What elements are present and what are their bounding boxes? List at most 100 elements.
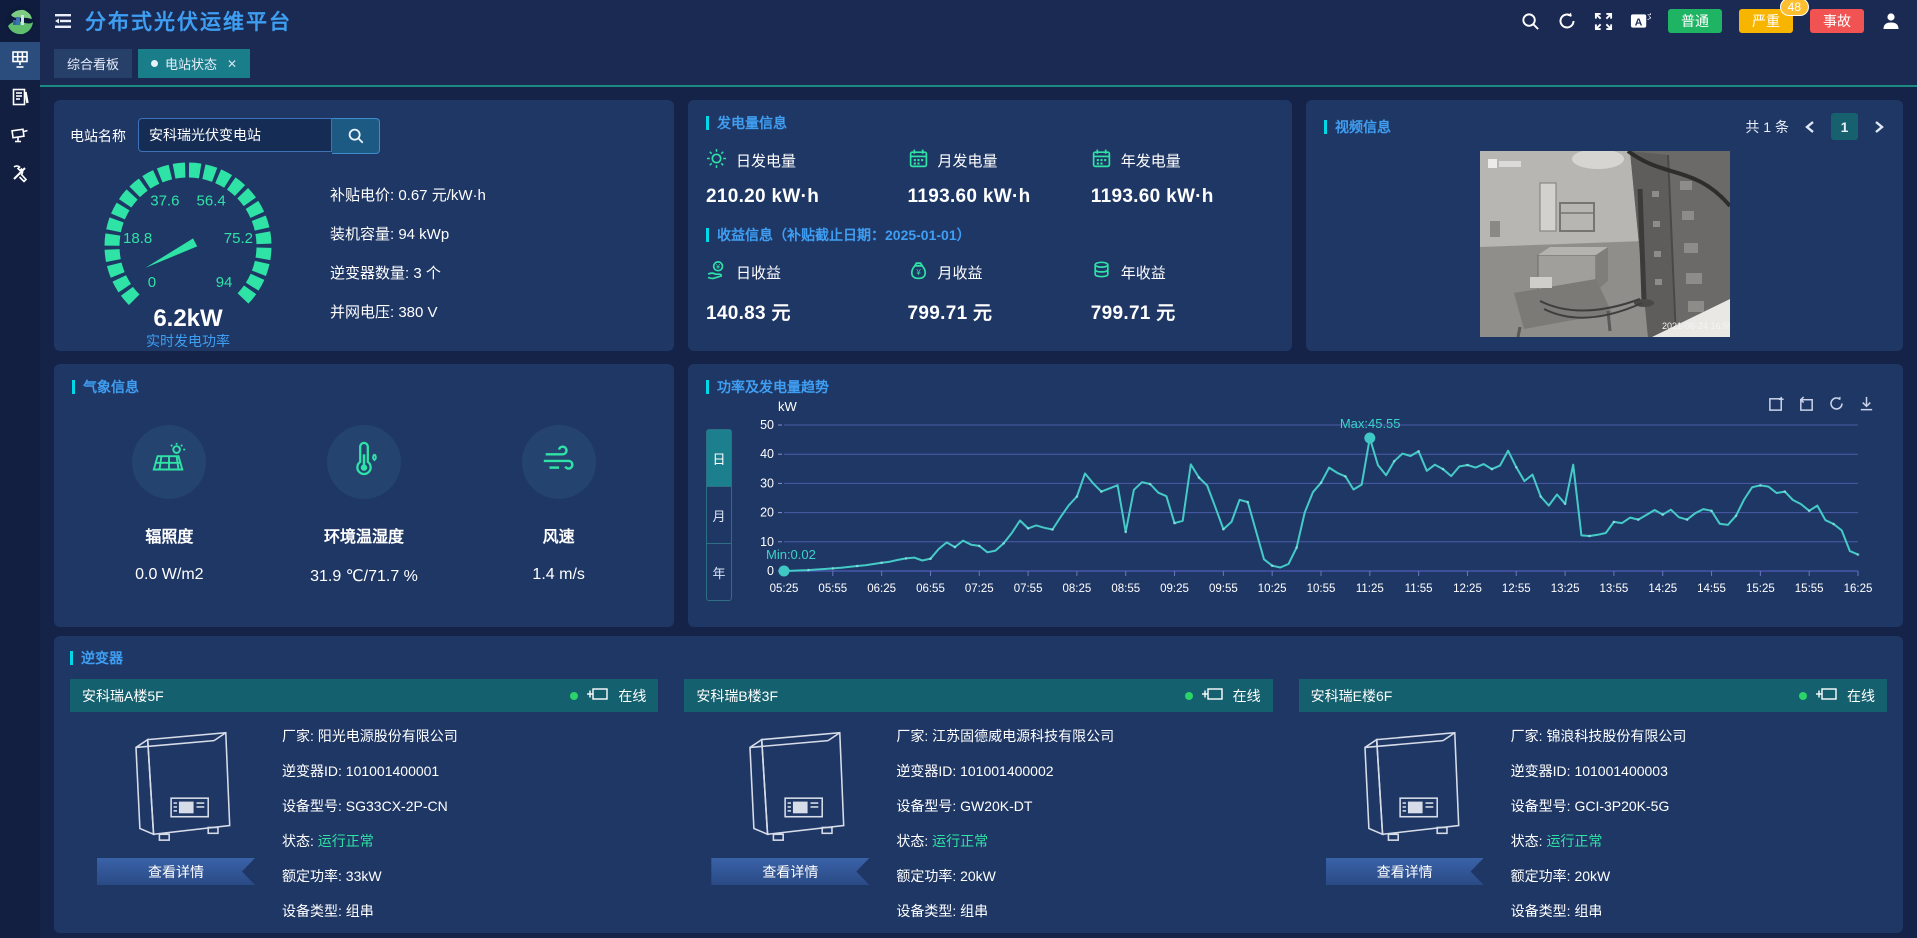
- refresh-chart-icon[interactable]: [1828, 395, 1845, 417]
- field-value: 运行正常: [1546, 833, 1603, 849]
- station-search-input[interactable]: [138, 118, 332, 152]
- svg-text:37.6: 37.6: [150, 193, 179, 210]
- generation-item: 月发电量 1193.60 kW·h: [908, 148, 1091, 208]
- field-label: 状态:: [282, 833, 318, 849]
- inverter-name: 安科瑞E楼6F: [1310, 687, 1393, 704]
- cctv-video-frame[interactable]: 2021-06-24 16:59:10: [1479, 149, 1745, 338]
- svg-text:75.2: 75.2: [224, 230, 253, 247]
- income-title-row: 收益信息（补贴截止日期：2025-01-01）: [706, 225, 1274, 245]
- svg-text:50: 50: [760, 418, 774, 432]
- alarm-severe-button[interactable]: 严重 48: [1739, 0, 1809, 33]
- svg-text:08:25: 08:25: [1063, 583, 1092, 595]
- svg-text:Max:45.55: Max:45.55: [1340, 416, 1401, 431]
- inverter-card-header[interactable]: 安科瑞A楼5F 在线: [70, 679, 659, 712]
- weather-icon-circle: [132, 425, 207, 499]
- field-value: 101001400003: [1574, 763, 1668, 779]
- inverter-field-row: 额定功率: 33kW: [282, 866, 458, 886]
- cctv-still-image: 2021-06-24 16:59:10: [1479, 149, 1745, 338]
- svg-text:12:55: 12:55: [1502, 583, 1531, 595]
- tab-dashboard[interactable]: 综合看板: [54, 49, 133, 78]
- alarm-normal-button[interactable]: 普通: [1668, 9, 1722, 33]
- close-tab-icon[interactable]: ✕: [227, 56, 238, 71]
- inverter-field-row: 状态: 运行正常: [1511, 831, 1687, 851]
- svg-text:09:25: 09:25: [1160, 583, 1189, 595]
- zoom-select-icon[interactable]: [1768, 395, 1785, 417]
- field-value: GCI-3P20K-5G: [1574, 798, 1670, 814]
- inverter-field-row: 额定功率: 20kW: [896, 866, 1114, 886]
- inverter-field-row: 逆变器ID: 101001400001: [282, 761, 458, 781]
- svg-text:10: 10: [760, 535, 774, 549]
- language-icon[interactable]: A文: [1630, 11, 1651, 31]
- sidebar-item-report[interactable]: [0, 80, 40, 118]
- view-details-button[interactable]: 查看详情: [711, 858, 869, 885]
- income-items: ¥ 日收益 140.83 元 ¥ 月收益 799.71 元 年收益 799.71 元: [706, 260, 1274, 325]
- generation-label: 日发电量: [736, 153, 797, 170]
- inverter-device-icon: [1363, 731, 1460, 841]
- chart-period-tab-日[interactable]: 日: [707, 430, 731, 486]
- inverter-card-header[interactable]: 安科瑞B楼3F 在线: [684, 679, 1273, 712]
- svg-text:10:25: 10:25: [1258, 583, 1287, 595]
- weather-panel: 气象信息 辐照度 0.0 W/m2 环境温湿度 31.9 ℃/71.7 % 风速 1.4 …: [54, 364, 674, 627]
- generation-value: 210.20 kW·h: [706, 186, 820, 207]
- download-icon[interactable]: [1858, 395, 1875, 417]
- svg-text:05:55: 05:55: [818, 583, 847, 595]
- svg-text:10:55: 10:55: [1307, 583, 1336, 595]
- page-number[interactable]: 1: [1831, 113, 1858, 140]
- field-label: 设备型号:: [1510, 798, 1575, 814]
- globe-logo-icon: [5, 6, 35, 36]
- svg-text:18.8: 18.8: [123, 230, 152, 247]
- inverter-field-row: 设备型号: SG33CX-2P-CN: [282, 796, 458, 816]
- user-icon[interactable]: [1881, 11, 1901, 31]
- chart-period-tab-年[interactable]: 年: [707, 543, 731, 600]
- inverter-card-header[interactable]: 安科瑞E楼6F 在线: [1298, 679, 1887, 712]
- field-label: 厂家:: [282, 728, 318, 744]
- menu-toggle-icon[interactable]: [53, 13, 73, 29]
- sidebar-item-tools[interactable]: [0, 156, 40, 194]
- svg-text:A: A: [1635, 16, 1643, 28]
- station-search-button[interactable]: [332, 118, 380, 154]
- svg-text:11:25: 11:25: [1356, 583, 1384, 595]
- search-icon[interactable]: [1521, 12, 1540, 31]
- weather-value: 1.4 m/s: [532, 566, 585, 583]
- chart-title-row: 功率及发电量趋势: [706, 377, 1885, 397]
- svg-text:12:25: 12:25: [1453, 583, 1482, 595]
- coin-hand-icon: ¥: [706, 260, 727, 285]
- inverter-card: 安科瑞E楼6F 在线 查看详情 厂家: 锦浪科技股份有限公司 逆变器ID: 101…: [1298, 679, 1887, 921]
- sidebar-item-solar-panel[interactable]: [0, 42, 40, 80]
- next-page-icon[interactable]: [1873, 120, 1885, 134]
- weather-icon-circle: [521, 425, 596, 499]
- accent-bar: [72, 380, 75, 394]
- field-value: GW20K-DT: [960, 798, 1033, 814]
- income-label: 年收益: [1120, 265, 1166, 282]
- inverter-mini-icon: [1201, 686, 1224, 705]
- accent-bar: [706, 380, 709, 394]
- field-label: 设备型号:: [282, 798, 346, 814]
- svg-text:08:55: 08:55: [1111, 583, 1140, 595]
- chart-period-tab-月[interactable]: 月: [707, 486, 731, 543]
- view-details-button[interactable]: 查看详情: [97, 858, 255, 885]
- refresh-icon[interactable]: [1557, 11, 1577, 31]
- power-gauge: 0 18.8 37.6 56.4 75.2 94 6.2kW 实时发电功率: [80, 156, 296, 351]
- fullscreen-icon[interactable]: [1594, 12, 1613, 31]
- left-sidebar: [0, 42, 40, 938]
- inverter-details: 厂家: 阳光电源股份有限公司 逆变器ID: 101001400001 设备型号: S…: [282, 724, 458, 921]
- prev-page-icon[interactable]: [1804, 120, 1816, 134]
- svg-text:16:25: 16:25: [1844, 583, 1873, 595]
- field-value: 33kW: [345, 868, 382, 884]
- trend-chart-panel: 功率及发电量趋势 日月年 0 10 20 30 40 50 kW 05:25 05:55 06:2…: [688, 364, 1903, 627]
- restore-icon[interactable]: [1798, 395, 1815, 417]
- svg-text:07:55: 07:55: [1014, 583, 1043, 595]
- inverter-details: 厂家: 锦浪科技股份有限公司 逆变器ID: 101001400003 设备型号: G…: [1511, 724, 1687, 921]
- online-status-text: 在线: [1846, 687, 1875, 704]
- sidebar-item-camera[interactable]: [0, 118, 40, 156]
- generation-title-row: 发电量信息: [706, 113, 1274, 133]
- tab-station-status[interactable]: 电站状态 ✕: [138, 49, 251, 78]
- generation-value: 1193.60 kW·h: [907, 186, 1031, 207]
- alarm-accident-button[interactable]: 事故: [1810, 9, 1864, 33]
- weather-item: 辐照度 0.0 W/m2: [72, 425, 267, 586]
- accent-bar: [706, 116, 709, 130]
- generation-label: 年发电量: [1120, 153, 1181, 170]
- generation-title: 发电量信息: [717, 115, 787, 131]
- view-details-button[interactable]: 查看详情: [1326, 858, 1484, 885]
